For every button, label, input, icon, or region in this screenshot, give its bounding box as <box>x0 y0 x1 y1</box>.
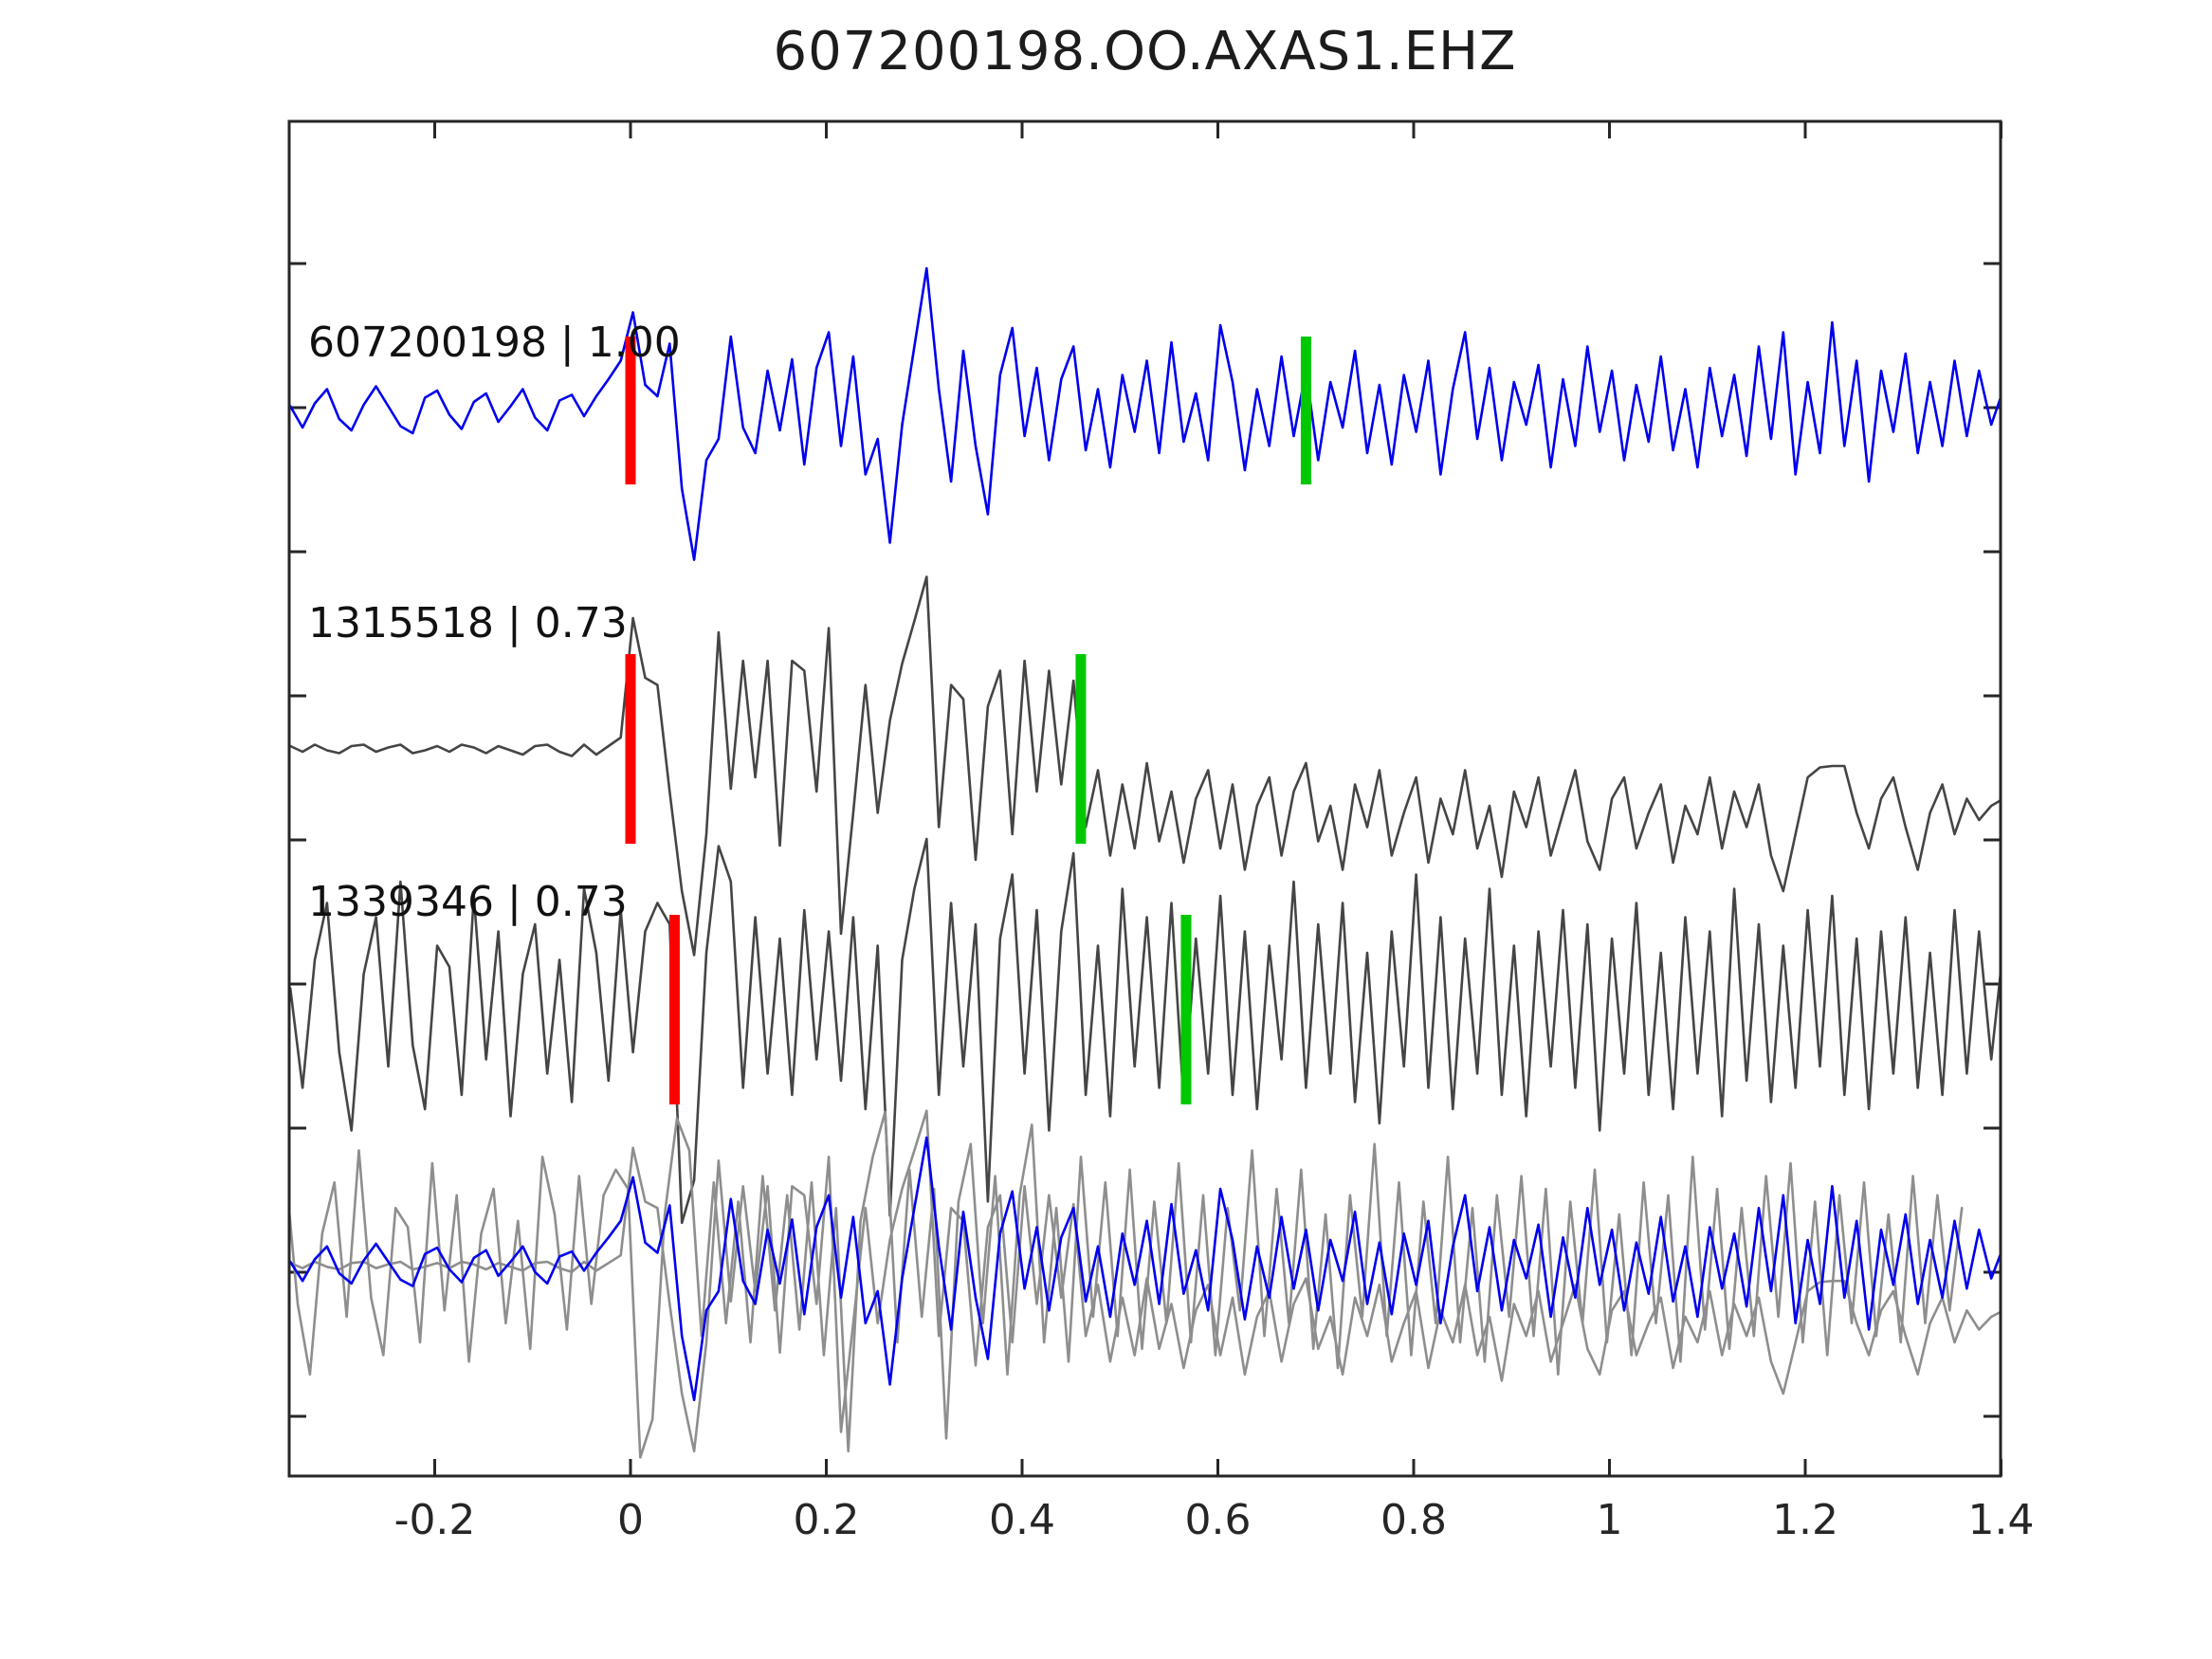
pick-markers <box>625 337 1311 1104</box>
x-tick-label: 0.8 <box>1380 1496 1447 1544</box>
waveform-traces <box>289 266 2001 1459</box>
x-tick-label: 0 <box>617 1496 644 1544</box>
x-tick-label: -0.2 <box>393 1496 476 1544</box>
x-tick-label: 1.2 <box>1772 1496 1838 1544</box>
overlay-waveform-1339346 <box>289 1110 1964 1459</box>
waveform-1315518 <box>289 575 2001 957</box>
x-tick-label: 0.2 <box>793 1496 860 1544</box>
chart-title: 607200198.OO.AXAS1.EHZ <box>773 21 1517 82</box>
axis-ticks <box>289 121 2002 1476</box>
trace-label-1315518: 1315518 | 0.73 <box>308 599 628 647</box>
plot-border <box>287 119 2002 1478</box>
trace-label-607200198: 607200198 | 1.00 <box>308 319 681 367</box>
x-tick-label: 1 <box>1596 1496 1623 1544</box>
waveform-1339346 <box>289 837 2001 1225</box>
overlay-waveform-1315518 <box>289 1109 2001 1453</box>
x-tick-label: 0.6 <box>1184 1496 1252 1544</box>
waveform-607200198 <box>289 266 2001 561</box>
overlay-waveform-607200198 <box>289 1136 2001 1402</box>
x-tick-label: 0.4 <box>989 1496 1055 1544</box>
trace-label-1339346: 1339346 | 0.73 <box>308 878 628 926</box>
x-tick-label: 1.4 <box>1967 1496 2035 1544</box>
